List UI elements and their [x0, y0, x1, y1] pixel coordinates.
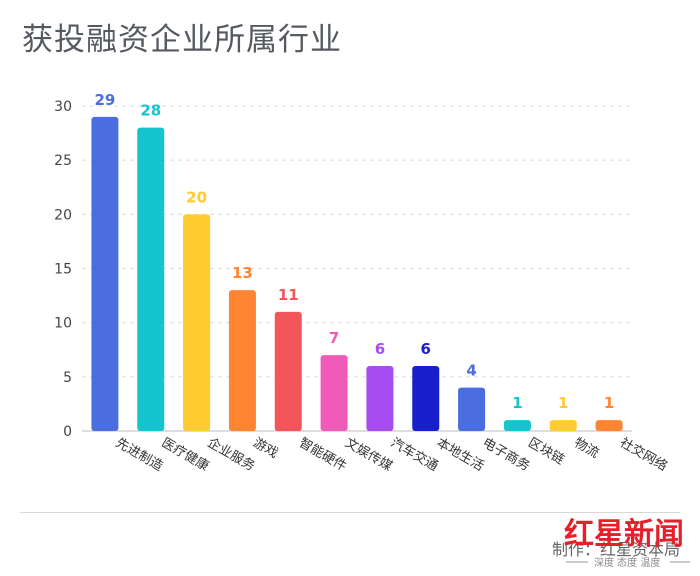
bar: [137, 127, 165, 432]
bar-value-label: 20: [186, 188, 207, 206]
x-tick-label: 汽车交通: [388, 435, 441, 475]
bar: [91, 116, 119, 431]
x-tick-label: 电子商务: [480, 435, 533, 475]
bar: [595, 420, 623, 431]
bar: [549, 420, 577, 431]
bar: [228, 290, 256, 431]
bar: [458, 387, 486, 431]
bar: [366, 366, 394, 431]
bar-value-label: 28: [140, 102, 161, 120]
x-tick-label: 企业服务: [205, 435, 258, 475]
x-tick-label: 物流: [571, 435, 601, 461]
red-star-news-logo: 红星新闻 深度 态度 温度: [564, 517, 690, 569]
y-tick-label: 10: [54, 316, 72, 332]
bar-value-label: 13: [232, 264, 253, 282]
bar-value-label: 4: [466, 362, 476, 380]
svg-text:深度 态度 温度: 深度 态度 温度: [594, 556, 660, 569]
x-tick-label: 游戏: [250, 435, 280, 461]
bar-value-label: 29: [94, 91, 115, 109]
svg-text:红星新闻: 红星新闻: [564, 517, 684, 552]
bar: [183, 214, 211, 431]
bar-value-label: 1: [558, 394, 568, 412]
footer-divider: [20, 512, 680, 513]
y-tick-label: 5: [63, 370, 72, 386]
bar: [412, 366, 440, 431]
x-tick-label: 文娱传媒: [342, 435, 395, 474]
bar-value-label: 11: [278, 286, 299, 304]
x-tick-label: 本地生活: [434, 435, 487, 474]
y-tick-label: 20: [54, 207, 72, 223]
credit-text: 制作：红星资本局: [551, 540, 680, 559]
x-tick-label: 先进制造: [113, 435, 166, 474]
bar: [503, 420, 531, 431]
y-tick-label: 25: [54, 153, 72, 169]
y-tick-label: 0: [63, 424, 72, 440]
bar-value-label: 6: [421, 340, 431, 358]
x-tick-label: 智能硬件: [296, 435, 349, 474]
x-tick-label: 社交网络: [617, 435, 670, 475]
chart-title: 获投融资企业所属行业: [22, 22, 342, 58]
bar: [274, 311, 302, 431]
bar-value-label: 6: [375, 340, 385, 358]
bar: [320, 355, 348, 431]
y-tick-label: 30: [54, 99, 72, 115]
bar-value-label: 1: [604, 394, 614, 412]
x-tick-label: 医疗健康: [159, 435, 212, 475]
x-tick-label: 区块链: [525, 435, 566, 467]
bar-value-label: 7: [329, 329, 339, 347]
bar-value-label: 1: [512, 394, 522, 412]
y-tick-label: 15: [54, 262, 72, 278]
